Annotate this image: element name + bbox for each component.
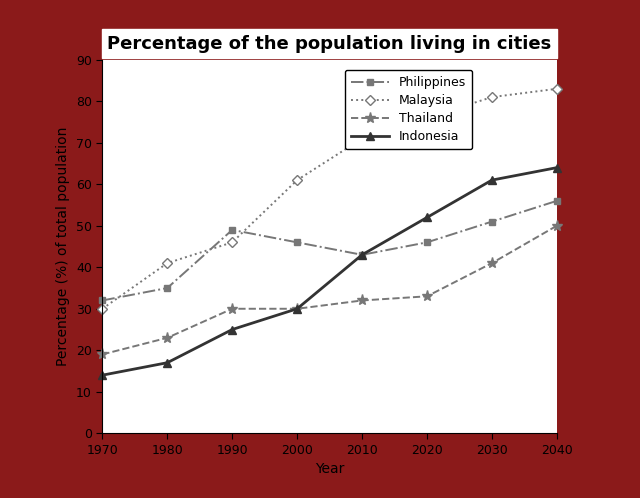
Thailand (99, 352, 106, 358)
X-axis label: Year: Year (315, 462, 344, 476)
Thailand (553, 223, 561, 229)
Malaysia (358, 135, 366, 141)
Philippines (553, 198, 561, 204)
Philippines (423, 240, 431, 246)
Malaysia (553, 86, 561, 92)
Malaysia (423, 115, 431, 121)
Thailand (228, 306, 236, 312)
Indonesia (358, 252, 366, 258)
Thailand (488, 260, 496, 266)
Malaysia (293, 177, 301, 183)
Line: Malaysia: Malaysia (99, 85, 560, 312)
Philippines (99, 297, 106, 303)
Indonesia (423, 215, 431, 221)
Line: Thailand: Thailand (97, 220, 563, 360)
Thailand (293, 306, 301, 312)
Indonesia (228, 327, 236, 333)
Indonesia (163, 360, 171, 366)
Philippines (358, 252, 366, 258)
Philippines (163, 285, 171, 291)
Title: Percentage of the population living in cities: Percentage of the population living in c… (108, 35, 552, 53)
Malaysia (99, 306, 106, 312)
Indonesia (293, 306, 301, 312)
Philippines (488, 219, 496, 225)
Thailand (163, 335, 171, 341)
Legend: Philippines, Malaysia, Thailand, Indonesia: Philippines, Malaysia, Thailand, Indones… (345, 70, 472, 149)
Philippines (293, 240, 301, 246)
Philippines (228, 227, 236, 233)
Y-axis label: Percentage (%) of total population: Percentage (%) of total population (56, 127, 70, 366)
Indonesia (553, 165, 561, 171)
Line: Philippines: Philippines (99, 197, 560, 304)
Malaysia (228, 240, 236, 246)
Thailand (358, 297, 366, 303)
Indonesia (99, 372, 106, 378)
Malaysia (488, 94, 496, 100)
Indonesia (488, 177, 496, 183)
Malaysia (163, 260, 171, 266)
Thailand (423, 293, 431, 299)
Line: Indonesia: Indonesia (98, 163, 561, 379)
